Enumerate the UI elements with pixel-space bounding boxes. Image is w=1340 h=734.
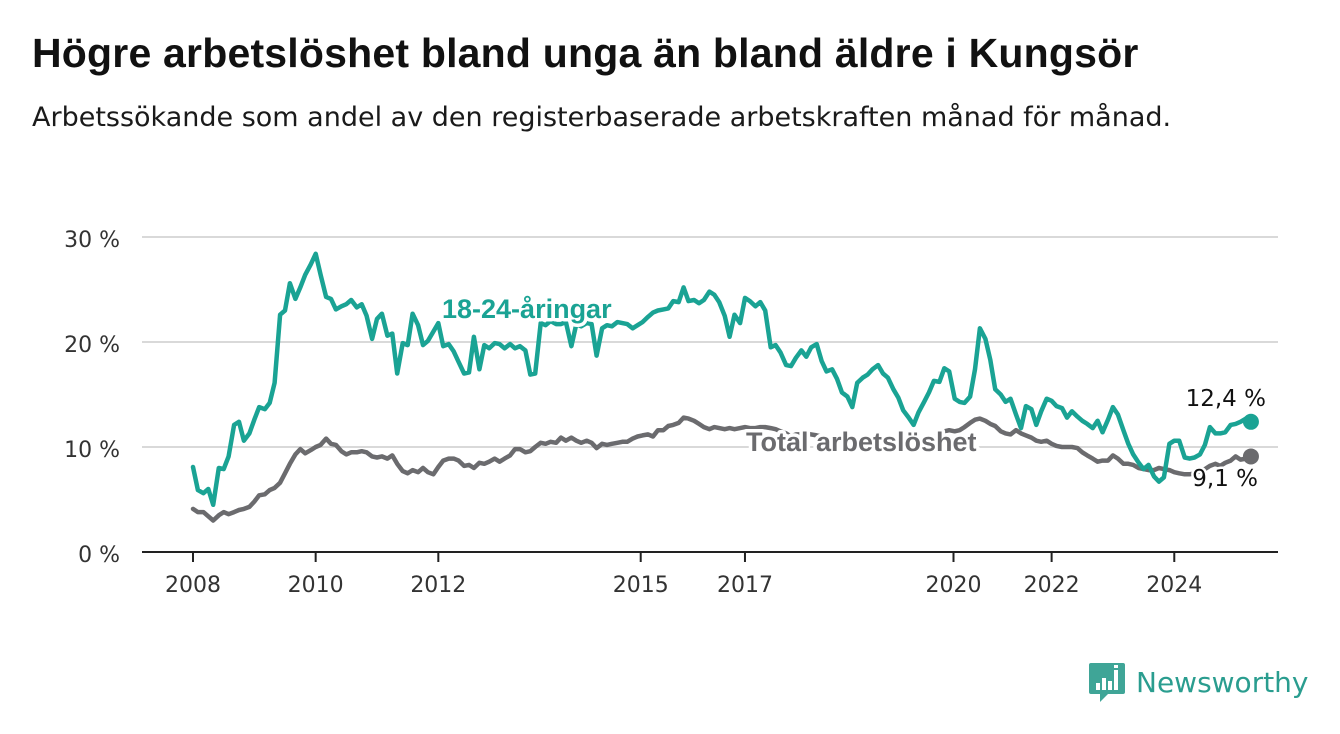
y-tick-label: 20 % <box>64 333 120 358</box>
x-tick-label: 2008 <box>165 573 221 598</box>
series-line <box>190 415 1254 523</box>
x-tick-label: 2012 <box>410 573 466 598</box>
y-axis-ticks: 0 % 10 % 20 % 30 % <box>64 228 120 568</box>
series-end-point <box>1242 413 1259 430</box>
y-tick-label: 10 % <box>64 438 120 463</box>
chart-subtitle: Arbetssökande som andel av den registerb… <box>32 102 1172 133</box>
y-tick-label: 30 % <box>64 228 120 253</box>
series-end-point <box>1242 448 1259 465</box>
x-tick-label: 2024 <box>1146 573 1202 598</box>
x-tick-label: 2015 <box>613 573 669 598</box>
x-tick-label: 2020 <box>925 573 981 598</box>
gridlines <box>142 236 1278 448</box>
x-tick-label: 2017 <box>717 573 773 598</box>
bar-chart-logo-icon <box>1089 663 1125 702</box>
x-axis-ticks: 2008 2010 2012 2015 2017 2020 2022 2024 <box>165 552 1202 598</box>
x-tick-label: 2022 <box>1024 573 1080 598</box>
x-tick-label: 2010 <box>288 573 344 598</box>
chart-title: Högre arbetslöshet bland unga än bland ä… <box>32 30 1139 76</box>
series-line <box>190 251 1254 508</box>
series-lines <box>190 251 1259 523</box>
series-end-value-label: 12,4 % <box>1186 386 1266 412</box>
brand-name: Newsworthy <box>1136 665 1309 699</box>
series-name-label: Total arbetslöshet <box>746 427 977 457</box>
y-tick-label: 0 % <box>78 543 120 568</box>
series-end-value-label: 9,1 % <box>1192 466 1258 492</box>
series-labels: 18-24-åringar Total arbetslöshet 12,4 % 9,1… <box>439 291 1269 495</box>
newsworthy-logo: Newsworthy <box>1088 660 1309 704</box>
series-name-label: 18-24-åringar <box>442 294 612 324</box>
